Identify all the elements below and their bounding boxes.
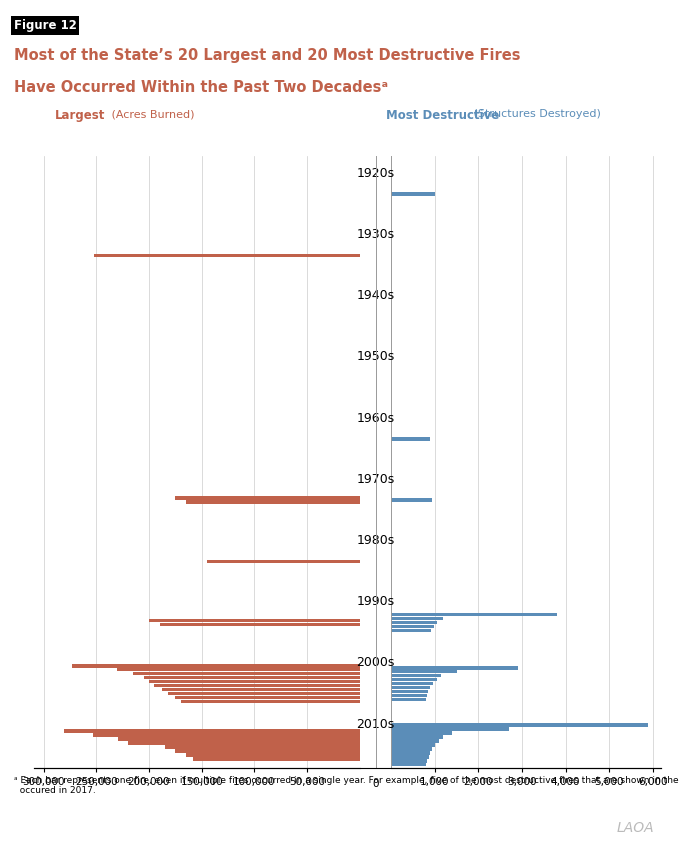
Bar xyxy=(391,747,432,751)
Bar xyxy=(391,740,439,743)
Bar xyxy=(193,757,360,760)
Bar xyxy=(391,682,432,686)
Text: (Structures Destroyed): (Structures Destroyed) xyxy=(470,109,601,120)
Bar xyxy=(391,437,430,441)
Bar xyxy=(128,741,360,745)
Text: 1950s: 1950s xyxy=(356,351,394,364)
Bar xyxy=(391,698,426,701)
Text: 2000s: 2000s xyxy=(356,656,395,669)
Bar xyxy=(391,621,437,624)
Bar xyxy=(154,684,360,687)
Bar xyxy=(391,678,437,681)
Bar xyxy=(180,700,360,703)
Bar xyxy=(118,737,360,740)
Bar xyxy=(391,666,518,669)
Bar xyxy=(391,690,428,694)
Bar xyxy=(391,763,426,766)
Text: 0: 0 xyxy=(373,779,379,789)
Bar xyxy=(161,688,360,692)
Bar xyxy=(175,749,360,753)
Text: 1990s: 1990s xyxy=(356,595,394,608)
Text: Figure 12: Figure 12 xyxy=(14,19,76,32)
Bar xyxy=(175,496,360,500)
Bar xyxy=(94,253,360,257)
Bar xyxy=(391,617,443,621)
Bar xyxy=(391,625,434,628)
Bar xyxy=(391,723,648,727)
Bar xyxy=(391,670,456,674)
Bar xyxy=(391,760,427,762)
Text: Have Occurred Within the Past Two Decadesᵃ: Have Occurred Within the Past Two Decade… xyxy=(14,80,387,95)
Bar xyxy=(391,735,443,739)
Text: Most of the State’s 20 Largest and 20 Most Destructive Fires: Most of the State’s 20 Largest and 20 Mo… xyxy=(14,48,520,62)
Bar xyxy=(391,193,434,196)
Bar xyxy=(186,753,360,757)
Text: ᵃ Each bar represents one fire, even if multiple fires occurred in a single year: ᵃ Each bar represents one fire, even if … xyxy=(14,776,681,795)
Bar xyxy=(63,729,360,733)
Bar xyxy=(391,727,509,731)
Text: 1970s: 1970s xyxy=(356,473,394,486)
Bar xyxy=(175,696,360,700)
Bar xyxy=(391,743,434,746)
Bar xyxy=(391,498,432,502)
Bar xyxy=(168,692,360,695)
Text: Most Destructive: Most Destructive xyxy=(386,109,499,122)
Text: 1980s: 1980s xyxy=(356,534,394,547)
Bar xyxy=(207,560,360,563)
Text: 2010s: 2010s xyxy=(356,718,394,731)
Bar xyxy=(391,628,431,632)
Bar xyxy=(133,672,360,675)
Text: 1940s: 1940s xyxy=(356,289,394,302)
Bar xyxy=(72,664,360,667)
Bar xyxy=(391,751,430,754)
Text: 1960s: 1960s xyxy=(356,411,394,424)
Bar xyxy=(391,674,441,677)
Bar xyxy=(391,686,430,689)
Bar xyxy=(93,733,360,737)
Bar xyxy=(117,668,360,672)
Bar xyxy=(149,619,360,622)
Text: Largest: Largest xyxy=(55,109,106,122)
Bar xyxy=(391,732,452,734)
Bar xyxy=(159,623,360,626)
Bar xyxy=(391,755,428,759)
Text: 1920s: 1920s xyxy=(356,167,394,180)
Text: (Acres Burned): (Acres Burned) xyxy=(108,109,194,120)
Text: 1930s: 1930s xyxy=(356,228,394,241)
Bar xyxy=(144,676,360,680)
Bar xyxy=(165,746,360,748)
Bar xyxy=(391,694,427,697)
Bar xyxy=(186,501,360,503)
Bar xyxy=(391,613,557,616)
Text: LAOA: LAOA xyxy=(616,821,654,835)
Bar xyxy=(149,680,360,683)
